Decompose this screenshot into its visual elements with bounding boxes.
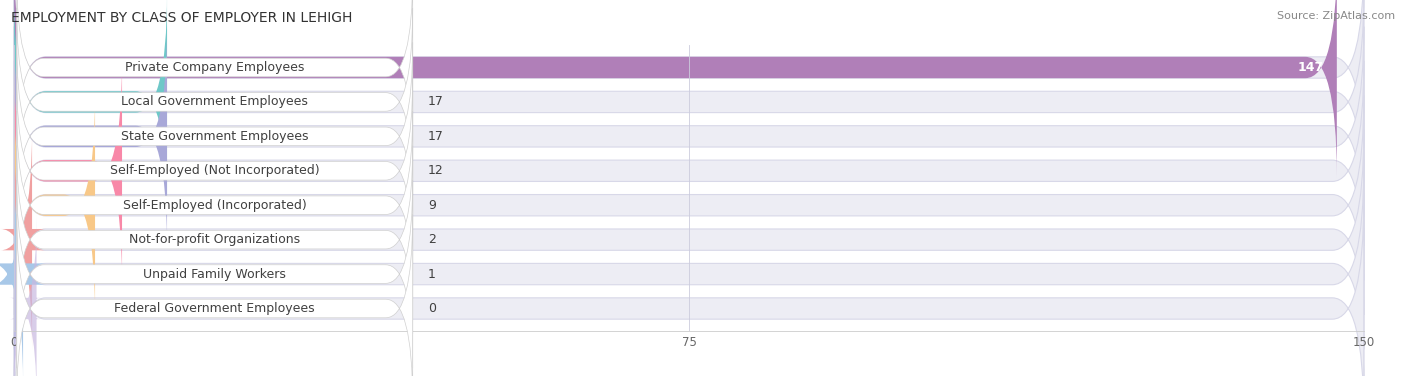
FancyBboxPatch shape <box>14 0 1364 212</box>
Text: 12: 12 <box>427 164 444 177</box>
FancyBboxPatch shape <box>14 61 122 280</box>
FancyBboxPatch shape <box>0 164 45 376</box>
FancyBboxPatch shape <box>17 42 413 230</box>
Text: Federal Government Employees: Federal Government Employees <box>114 302 315 315</box>
Text: 1: 1 <box>427 268 436 280</box>
Text: 17: 17 <box>427 130 444 143</box>
FancyBboxPatch shape <box>14 27 1364 246</box>
Text: Self-Employed (Not Incorporated): Self-Employed (Not Incorporated) <box>110 164 319 177</box>
Text: EMPLOYMENT BY CLASS OF EMPLOYER IN LEHIGH: EMPLOYMENT BY CLASS OF EMPLOYER IN LEHIG… <box>11 11 353 25</box>
FancyBboxPatch shape <box>14 96 1364 315</box>
FancyBboxPatch shape <box>14 0 1337 177</box>
Text: 9: 9 <box>427 199 436 212</box>
Text: Local Government Employees: Local Government Employees <box>121 96 308 108</box>
Text: 147: 147 <box>1298 61 1323 74</box>
FancyBboxPatch shape <box>10 216 41 376</box>
FancyBboxPatch shape <box>17 111 413 299</box>
FancyBboxPatch shape <box>17 8 413 196</box>
FancyBboxPatch shape <box>14 61 1364 280</box>
Text: Private Company Employees: Private Company Employees <box>125 61 305 74</box>
FancyBboxPatch shape <box>14 96 96 315</box>
Text: Self-Employed (Incorporated): Self-Employed (Incorporated) <box>122 199 307 212</box>
Text: Source: ZipAtlas.com: Source: ZipAtlas.com <box>1277 11 1395 21</box>
FancyBboxPatch shape <box>14 130 1364 349</box>
FancyBboxPatch shape <box>14 199 1364 376</box>
FancyBboxPatch shape <box>17 146 413 334</box>
Text: Not-for-profit Organizations: Not-for-profit Organizations <box>129 233 301 246</box>
FancyBboxPatch shape <box>17 77 413 265</box>
FancyBboxPatch shape <box>17 215 413 376</box>
FancyBboxPatch shape <box>0 130 45 349</box>
FancyBboxPatch shape <box>14 0 1364 177</box>
Text: Unpaid Family Workers: Unpaid Family Workers <box>143 268 287 280</box>
Text: 17: 17 <box>427 96 444 108</box>
FancyBboxPatch shape <box>17 180 413 368</box>
FancyBboxPatch shape <box>14 164 1364 376</box>
FancyBboxPatch shape <box>14 0 167 212</box>
Text: 2: 2 <box>427 233 436 246</box>
Text: State Government Employees: State Government Employees <box>121 130 308 143</box>
FancyBboxPatch shape <box>17 0 413 161</box>
FancyBboxPatch shape <box>14 27 167 246</box>
Text: 0: 0 <box>427 302 436 315</box>
